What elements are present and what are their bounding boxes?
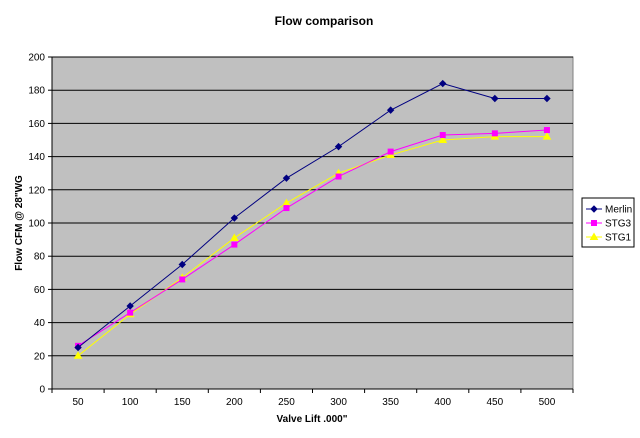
data-point-stg3 [179, 276, 186, 283]
data-point-merlin [178, 260, 186, 269]
data-point-stg1 [542, 132, 552, 140]
y-tick-label: 180 [28, 86, 45, 97]
gridlines [52, 56, 573, 357]
x-tick-label: 200 [226, 397, 243, 408]
data-point-merlin [230, 214, 239, 222]
series-line-stg3 [77, 129, 547, 347]
x-tick-label: 450 [487, 397, 504, 408]
y-tick-label: 60 [34, 285, 46, 296]
chart-title: Flow comparison [275, 14, 374, 28]
y-tick-label: 200 [28, 53, 45, 64]
legend-label-stg3: STG3 [605, 219, 632, 230]
series-line-merlin [77, 83, 547, 348]
y-tick-label: 140 [28, 152, 45, 163]
x-tick-label: 150 [174, 397, 191, 408]
data-point-merlin [334, 142, 343, 151]
data-point-stg1 [73, 351, 83, 359]
data-point-stg3 [543, 127, 550, 134]
data-point-merlin [491, 94, 499, 103]
y-tick-label: 40 [34, 318, 46, 329]
data-point-merlin [74, 343, 82, 352]
x-tick-label: 100 [122, 397, 139, 408]
x-tick-label: 500 [539, 397, 556, 408]
y-tick-label: 100 [28, 219, 45, 230]
y-axis-ticks: 0 20 40 60 80 100 120 140 160 180 200 [28, 53, 53, 396]
data-point-merlin [386, 106, 395, 114]
legend-marker-stg1 [589, 232, 599, 240]
y-tick-label: 80 [34, 252, 46, 263]
x-tick-label: 250 [278, 397, 295, 408]
data-point-stg3 [231, 241, 238, 248]
y-tick-label: 0 [39, 385, 45, 396]
x-tick-label: 350 [382, 397, 399, 408]
y-tick-label: 20 [34, 351, 46, 362]
legend-marker-stg3 [591, 220, 597, 226]
data-point-merlin [282, 174, 291, 182]
legend: Merlin STG3 STG1 [581, 197, 635, 248]
x-axis-title: Valve Lift .000" [277, 414, 348, 425]
series-layer [73, 79, 552, 359]
x-tick-label: 50 [72, 397, 84, 408]
data-point-stg3 [387, 148, 394, 155]
data-point-stg3 [127, 309, 134, 316]
legend-marker-merlin [590, 205, 598, 213]
x-axis-ticks: 50 100 150 200 250 300 350 400 450 500 [51, 388, 574, 408]
legend-label-stg1: STG1 [605, 233, 632, 244]
data-point-stg3 [491, 130, 498, 137]
series-merlin [74, 79, 551, 352]
data-point-merlin [126, 302, 134, 310]
y-tick-label: 160 [28, 119, 45, 130]
data-point-stg3 [283, 205, 290, 212]
data-point-merlin [439, 79, 447, 88]
data-point-stg3 [439, 132, 446, 139]
data-point-stg1 [229, 233, 239, 241]
x-tick-label: 400 [434, 397, 451, 408]
y-tick-label: 120 [28, 185, 45, 196]
data-point-stg1 [438, 135, 448, 143]
x-tick-label: 300 [330, 397, 347, 408]
data-point-stg3 [335, 173, 342, 180]
legend-label-merlin: Merlin [605, 205, 632, 216]
data-point-merlin [543, 94, 551, 103]
y-axis-title: Flow CFM @ 28"WG [14, 175, 25, 271]
